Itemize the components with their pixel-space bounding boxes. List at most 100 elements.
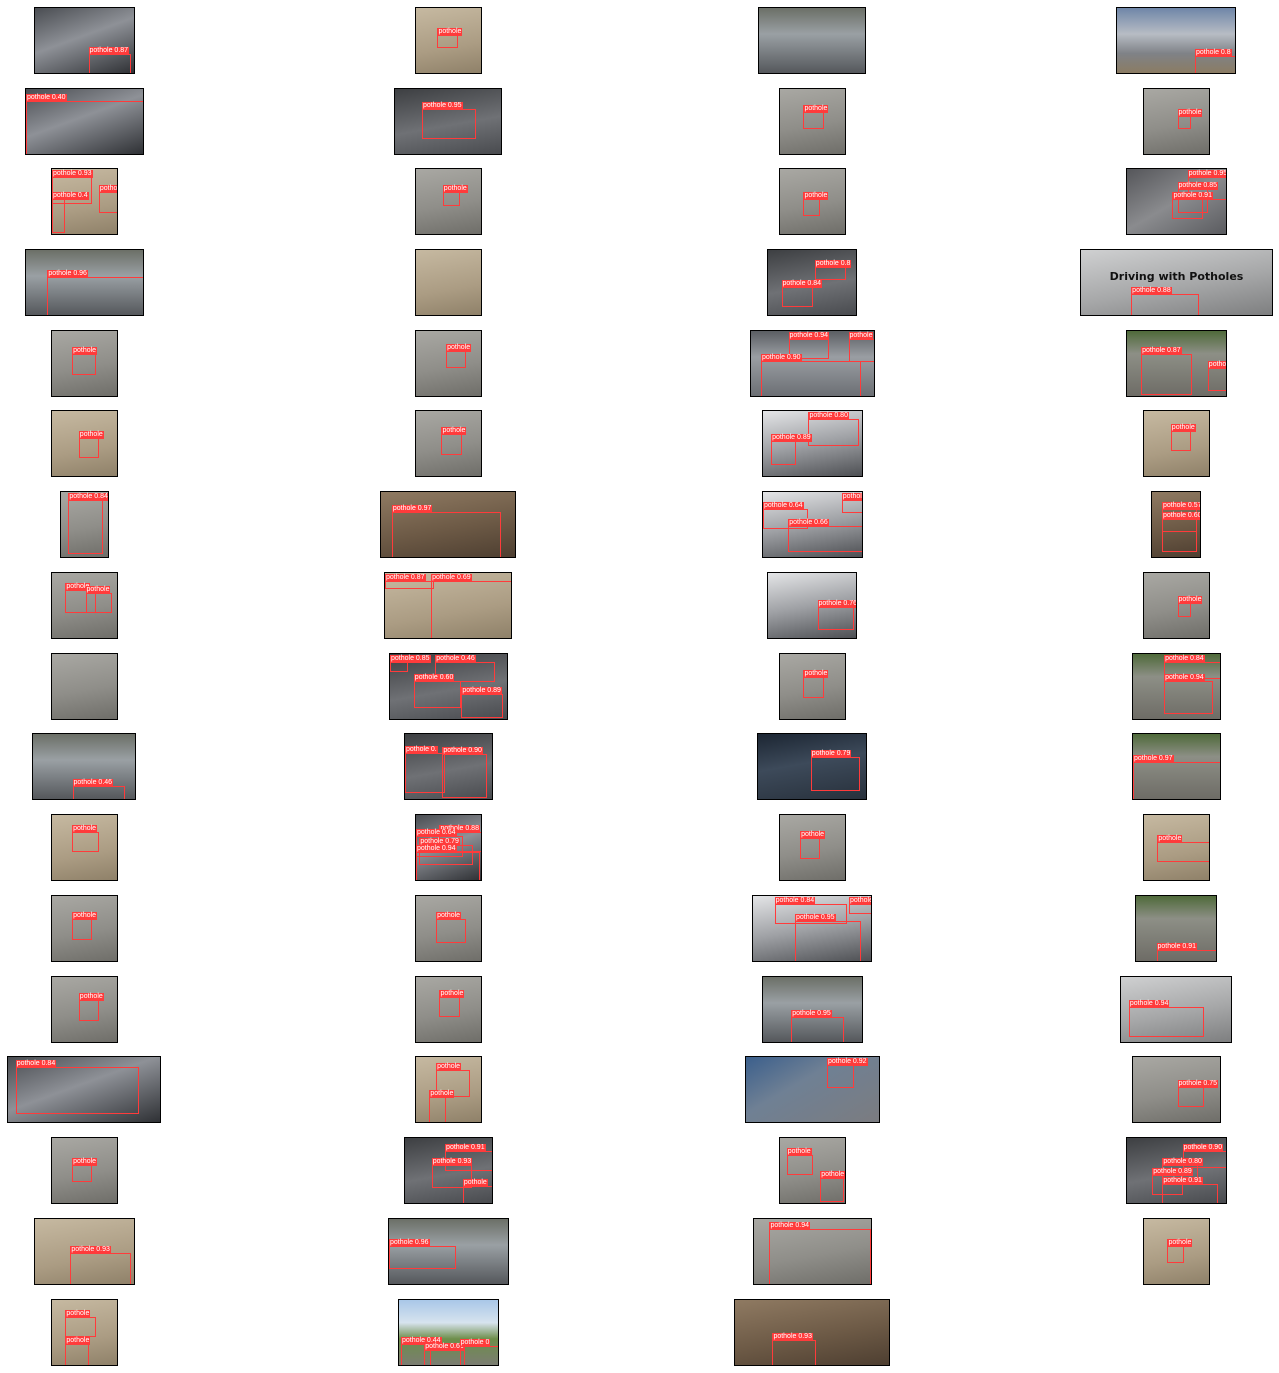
pothole-bounding-box: pothole 0.91 — [1162, 1176, 1218, 1203]
detection-label: pothole 0.80 — [808, 412, 849, 421]
detection-label: pothole 0.90 — [442, 747, 483, 756]
detection-label: pothole 0.93 — [431, 1157, 473, 1166]
pothole-bounding-box: pothole 0.87 — [1141, 347, 1192, 395]
pothole-bounding-box: pothole — [1207, 360, 1226, 392]
detection-label: pothole — [429, 1090, 455, 1099]
road-photo — [52, 1138, 117, 1203]
detection-label: pothole 0.84 — [68, 493, 108, 502]
detection-thumbnail: pothole pothole — [415, 1056, 482, 1123]
pothole-bounding-box: pothole 0.60 — [1162, 511, 1200, 553]
detection-label: pothole 0.89 — [461, 687, 502, 696]
detection-label: pothole 0.4 — [52, 192, 89, 201]
pothole-bounding-box: pothole 0.93 — [772, 1333, 817, 1365]
detection-label: pothole — [65, 1309, 91, 1318]
detection-label: pothole — [65, 1336, 91, 1345]
road-photo — [1144, 815, 1209, 880]
road-photo — [405, 734, 492, 799]
detection-label: pothole — [462, 1179, 488, 1188]
detection-thumbnail: pothole 0.93 pothole 0.4 pothole — [51, 168, 118, 235]
pothole-bounding-box: pothole — [1157, 834, 1209, 862]
detection-label: pothole 0.91 — [445, 1144, 486, 1153]
detection-thumbnail — [758, 7, 866, 74]
detection-thumbnail: pothole — [51, 1137, 118, 1204]
road-photo — [1127, 169, 1226, 234]
road-photo — [1133, 1057, 1220, 1122]
road-photo — [753, 896, 871, 961]
detection-thumbnail: pothole — [1143, 572, 1210, 639]
road-photo — [399, 1300, 498, 1365]
detection-label: pothole 0.90 — [761, 354, 802, 363]
detection-label: pothole 0.80 — [1162, 1157, 1203, 1166]
pothole-bounding-box: pothole — [1167, 1238, 1193, 1263]
detection-label: pothole — [848, 332, 874, 340]
pothole-bounding-box: pothole — [65, 582, 96, 614]
detection-label: pothole 0.60 — [424, 1343, 465, 1352]
pothole-bounding-box: pothole — [441, 427, 467, 455]
pothole-bounding-box: pothole 0.90 — [761, 354, 861, 396]
pothole-bounding-box: pothole 0.8 — [1195, 49, 1235, 73]
pothole-bounding-box: pothole 0.90 — [442, 747, 487, 798]
detection-thumbnail: pothole 0.95 — [394, 88, 502, 155]
pothole-bounding-box: pothole — [439, 990, 465, 1018]
pothole-bounding-box: pothole 0.93 — [431, 1157, 473, 1189]
detection-thumbnail: pothole 0.93 — [34, 1218, 135, 1285]
pothole-bounding-box: pothole 0.84 — [781, 279, 823, 307]
road-photo — [1133, 654, 1220, 719]
detection-thumbnail: pothole — [51, 330, 118, 397]
pothole-bounding-box: pothole 0.92 — [827, 1058, 868, 1089]
detection-thumbnail — [415, 249, 482, 316]
detection-label: pothole 0.44 — [401, 1336, 442, 1345]
pothole-bounding-box: pothole 0.8 — [814, 259, 852, 281]
detection-label: pothole 0.94 — [1128, 1000, 1170, 1009]
road-photo — [52, 411, 117, 476]
detection-label: pothole 0.8 — [1195, 49, 1232, 58]
detection-label: pothole 0.84 — [774, 897, 816, 905]
road-photo — [1133, 734, 1220, 799]
pothole-bounding-box: pothole 0.93 — [70, 1245, 131, 1284]
detection-label: pothole 0.97 — [1133, 755, 1174, 764]
pothole-bounding-box: pothole 0.79 — [810, 750, 861, 791]
road-photo — [416, 250, 481, 315]
pothole-bounding-box: pothole 0.91 — [1156, 942, 1216, 961]
detection-label: pothole — [439, 990, 465, 999]
pothole-bounding-box: pothole — [786, 1147, 814, 1175]
detection-label: pothole 0.79 — [810, 750, 852, 759]
detection-thumbnail: pothole — [779, 653, 846, 720]
road-photo — [35, 8, 134, 73]
pothole-bounding-box: pothole — [72, 824, 99, 852]
detection-label: pothole — [849, 897, 872, 905]
detection-label: pothole — [72, 347, 98, 356]
detection-thumbnail: pothole 0.64 pothole 0.66 pothole — [762, 491, 863, 558]
detection-thumbnail: pothole 0.97 — [380, 491, 516, 558]
detection-thumbnail: pothole — [779, 814, 846, 881]
pothole-bounding-box: pothole — [78, 430, 104, 458]
pothole-bounding-box: pothole 0.4 — [52, 192, 89, 233]
detection-thumbnail: pothole 0.96 — [25, 249, 144, 316]
detection-label: pothole — [803, 105, 829, 114]
detection-thumbnail: pothole — [1143, 814, 1210, 881]
pothole-bounding-box: pothole — [65, 1309, 96, 1337]
detection-thumbnail: pothole 0.84 pothole 0.95 pothole — [752, 895, 872, 962]
detection-label: pothole 0.96 — [389, 1238, 430, 1247]
detection-label: pothole 0.87 — [88, 46, 130, 55]
road-photo — [381, 492, 515, 557]
road-photo — [416, 977, 481, 1042]
pothole-bounding-box: pothole — [803, 105, 829, 130]
detection-thumbnail: pothole 0.94 pothole 0.90 pothole — [750, 330, 875, 397]
pothole-bounding-box: pothole 0.87 — [88, 46, 131, 73]
road-photo — [759, 8, 865, 73]
pothole-bounding-box: pothole — [437, 27, 463, 49]
pothole-bounding-box: pothole 0.94 — [769, 1222, 871, 1284]
detection-thumbnail: pothole 0.95 — [762, 976, 863, 1043]
road-photo — [52, 654, 117, 719]
detection-label: pothole 0.93 — [70, 1245, 111, 1254]
detection-thumbnail: pothole 0.94 — [1120, 976, 1232, 1043]
pothole-bounding-box: pothole — [800, 831, 826, 859]
detection-thumbnail: pothole — [51, 895, 118, 962]
pothole-bounding-box: pothole 0.96 — [47, 269, 143, 315]
detection-label: pothole 0.94 — [416, 844, 457, 853]
pothole-bounding-box: pothole — [849, 897, 871, 915]
detection-thumbnail: pothole 0.46 — [32, 733, 136, 800]
detection-label: pothole — [437, 27, 463, 36]
pothole-bounding-box: pothole 0.94 — [1128, 1000, 1204, 1038]
